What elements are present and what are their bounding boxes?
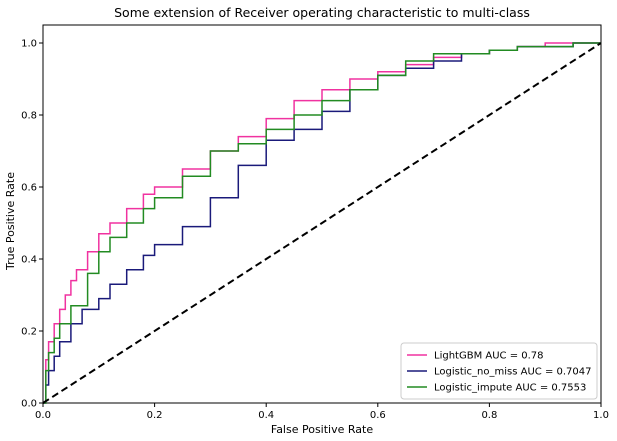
y-tick-label: 0.2 [21, 327, 37, 338]
y-tick-label: 1.0 [21, 39, 37, 50]
y-tick-label: 0.4 [21, 255, 37, 266]
x-tick-label: 0.0 [35, 410, 51, 421]
y-axis: 0.0 0.2 0.4 0.6 0.8 1.0 [21, 39, 43, 410]
y-axis-label: True Positive Rate [4, 172, 17, 271]
x-tick-label: 1.0 [593, 410, 609, 421]
x-tick-label: 0.8 [481, 410, 497, 421]
legend-label: Logistic_no_miss AUC = 0.7047 [434, 367, 592, 378]
legend-label: Logistic_impute AUC = 0.7553 [434, 383, 586, 394]
chart-title: Some extension of Receiver operating cha… [114, 5, 530, 20]
y-tick-label: 0.8 [21, 111, 37, 122]
x-tick-label: 0.2 [147, 410, 163, 421]
y-tick-label: 0.6 [21, 183, 37, 194]
legend-box [400, 342, 598, 400]
x-tick-label: 0.6 [370, 410, 386, 421]
legend-label: LightGBM AUC = 0.78 [434, 351, 544, 362]
x-tick-label: 0.4 [258, 410, 274, 421]
series-line-2 [43, 42, 601, 404]
series-line-1 [43, 42, 601, 404]
plot-area [42, 24, 602, 404]
legend: LightGBM AUC = 0.78 Logistic_no_miss AUC … [400, 342, 598, 400]
y-tick-label: 0.0 [21, 399, 37, 410]
chance-diagonal-line [42, 42, 602, 404]
x-axis: 0.0 0.2 0.4 0.6 0.8 1.0 [35, 403, 609, 421]
series-line-3 [43, 42, 601, 404]
x-axis-label: False Positive Rate [271, 423, 373, 436]
plot-frame [42, 24, 602, 404]
